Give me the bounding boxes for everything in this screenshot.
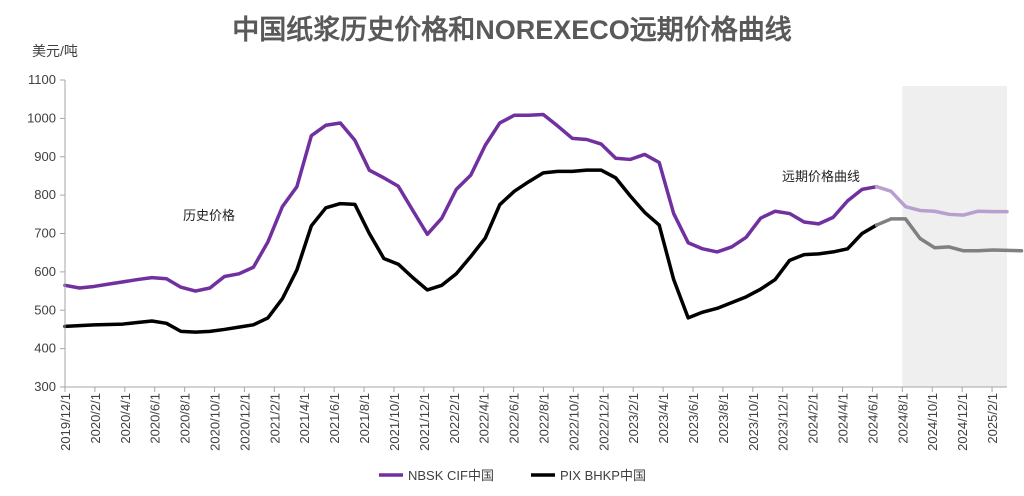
x-tick-label: 2021/10/1 — [387, 393, 402, 451]
x-tick-label: 2024/6/1 — [865, 393, 880, 444]
x-tick-label: 2020/10/1 — [208, 393, 223, 451]
x-tick-label: 2023/6/1 — [686, 393, 701, 444]
series-line-nbsk-historical — [63, 112, 879, 293]
x-tick-label: 2022/8/1 — [536, 393, 551, 444]
series-line-pix-forward — [874, 217, 1024, 253]
x-tick-label: 2024/4/1 — [836, 393, 851, 444]
x-tick-label: 2022/12/1 — [596, 393, 611, 451]
x-tick-label: 2021/8/1 — [357, 393, 372, 444]
annotation-forward: 远期价格曲线 — [782, 169, 860, 184]
x-tick-label: 2020/2/1 — [88, 393, 103, 444]
x-tick-label: 2021/6/1 — [327, 393, 342, 444]
x-tick-label: 2024/8/1 — [895, 393, 910, 444]
x-tick-label: 2024/10/1 — [925, 393, 940, 451]
x-tick-label: 2022/2/1 — [447, 393, 462, 444]
x-tick-label: 2023/10/1 — [746, 393, 761, 451]
x-tick-label: 2024/2/1 — [806, 393, 821, 444]
x-tick-label: 2020/8/1 — [178, 393, 193, 444]
y-tick-label: 700 — [34, 226, 56, 241]
x-tick-label: 2022/4/1 — [477, 393, 492, 444]
x-tick-label: 2021/2/1 — [267, 393, 282, 444]
y-tick-label: 300 — [34, 379, 56, 394]
x-tick-label: 2020/4/1 — [118, 393, 133, 444]
y-tick-label: 1000 — [27, 110, 56, 125]
y-axis-ticks: 300 400 500 600 700 800 900 1000 1100 — [27, 72, 65, 394]
x-tick-label: 2023/2/1 — [626, 393, 641, 444]
x-tick-label: 2020/6/1 — [148, 393, 163, 444]
y-axis-unit-label: 美元/吨 — [32, 43, 78, 59]
annotation-historical: 历史价格 — [183, 208, 235, 223]
legend-label-nbsk: NBSK CIF中国 — [408, 468, 494, 483]
y-tick-label: 500 — [34, 302, 56, 317]
x-axis-ticks: 2019/12/1 2020/2/1 2020/4/1 2020/6/1 2020/8/… — [58, 387, 1000, 451]
series-line-pix-historical — [63, 168, 879, 334]
chart-title: 中国纸浆历史价格和NOREXECO远期价格曲线 — [232, 14, 792, 45]
plot-area — [63, 112, 1024, 334]
series-line-nbsk-forward — [874, 184, 1009, 217]
x-tick-label: 2020/12/1 — [237, 393, 252, 451]
legend-label-pix: PIX BHKP中国 — [560, 468, 646, 483]
y-tick-label: 400 — [34, 341, 56, 356]
x-tick-label: 2022/10/1 — [566, 393, 581, 451]
x-tick-label: 2021/4/1 — [297, 393, 312, 444]
x-tick-label: 2023/12/1 — [776, 393, 791, 451]
x-tick-label: 2023/4/1 — [656, 393, 671, 444]
y-tick-label: 800 — [34, 187, 56, 202]
x-tick-label: 2025/2/1 — [985, 393, 1000, 444]
x-tick-label: 2023/8/1 — [716, 393, 731, 444]
x-tick-label: 2021/12/1 — [417, 393, 432, 451]
y-tick-label: 1100 — [28, 72, 56, 87]
legend: NBSK CIF中国 PIX BHKP中国 — [379, 468, 646, 483]
x-tick-label: 2022/6/1 — [507, 393, 522, 444]
x-tick-label: 2024/12/1 — [955, 393, 970, 451]
x-tick-label: 2019/12/1 — [58, 393, 73, 451]
y-tick-label: 600 — [34, 264, 56, 279]
y-tick-label: 900 — [34, 149, 56, 164]
